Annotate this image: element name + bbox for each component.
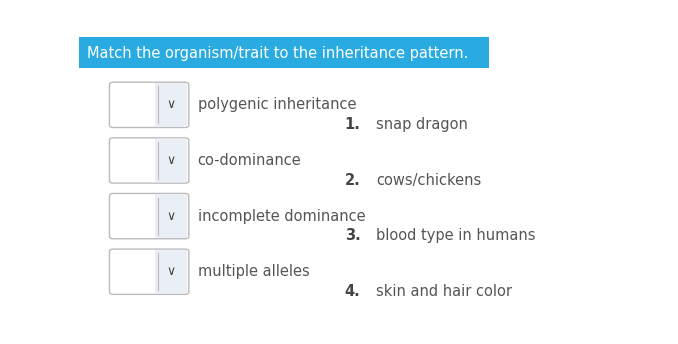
- Text: cows/chickens: cows/chickens: [376, 173, 481, 188]
- Text: ∨: ∨: [167, 98, 176, 111]
- Text: multiple alleles: multiple alleles: [198, 264, 309, 279]
- FancyBboxPatch shape: [109, 249, 188, 294]
- FancyBboxPatch shape: [155, 139, 187, 182]
- Text: 4.: 4.: [345, 284, 361, 299]
- Text: ∨: ∨: [167, 209, 176, 223]
- Text: Match the organism/trait to the inheritance pattern.: Match the organism/trait to the inherita…: [87, 46, 468, 61]
- FancyBboxPatch shape: [155, 250, 187, 293]
- FancyBboxPatch shape: [109, 138, 188, 183]
- FancyBboxPatch shape: [79, 37, 490, 68]
- FancyBboxPatch shape: [155, 194, 187, 238]
- FancyBboxPatch shape: [155, 83, 187, 127]
- Text: blood type in humans: blood type in humans: [376, 228, 536, 244]
- Text: co-dominance: co-dominance: [198, 153, 302, 168]
- Text: skin and hair color: skin and hair color: [376, 284, 513, 299]
- Text: polygenic inheritance: polygenic inheritance: [198, 97, 356, 112]
- Text: ∨: ∨: [167, 265, 176, 278]
- FancyBboxPatch shape: [109, 193, 188, 239]
- Text: 3.: 3.: [345, 228, 361, 244]
- FancyBboxPatch shape: [109, 82, 188, 128]
- Text: snap dragon: snap dragon: [376, 117, 468, 132]
- Text: 1.: 1.: [344, 117, 361, 132]
- Text: incomplete dominance: incomplete dominance: [198, 208, 365, 224]
- Text: 2.: 2.: [345, 173, 361, 188]
- Text: ∨: ∨: [167, 154, 176, 167]
